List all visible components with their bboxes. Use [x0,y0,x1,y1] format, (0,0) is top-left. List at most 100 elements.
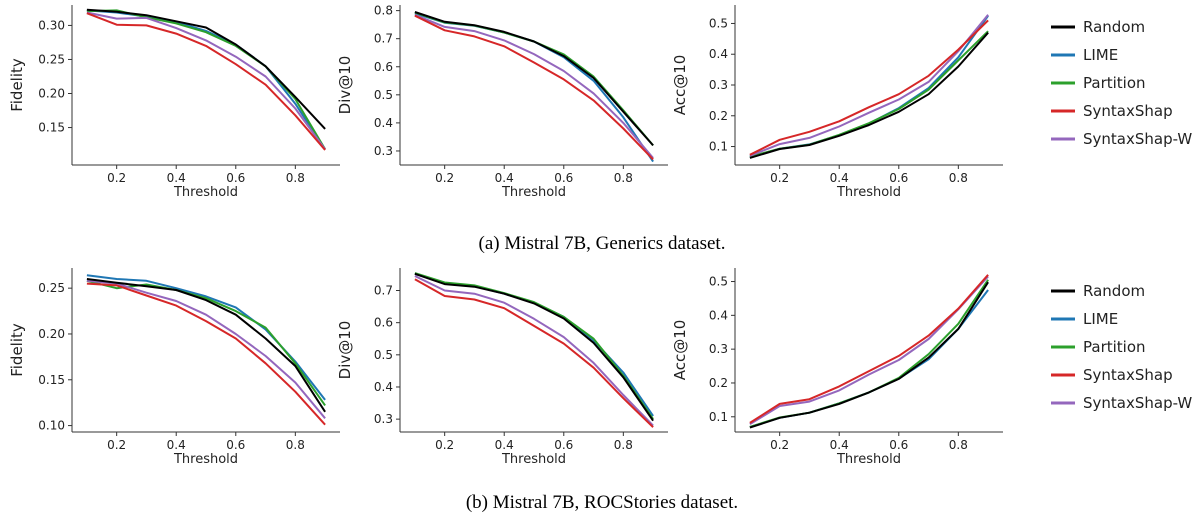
legend-label: LIME [1083,310,1118,328]
legend-label: SyntaxShap-W [1083,394,1192,412]
series-line-random [414,272,654,422]
y-tick-label: 0.1 [709,410,728,424]
series-line-random [414,11,654,147]
y-tick-label: 0.3 [374,144,393,158]
x-tick-label: 0.6 [226,171,245,185]
legend-label: LIME [1083,46,1118,64]
y-tick-label: 0.5 [709,16,728,30]
x-tick-label: 0.4 [830,171,849,185]
chart-r1-c1: 0.2 0.4 0.6 0.8 0.3 0.4 0.5 0.6 0.7 Threshold Div@… [336,268,668,467]
legend-label: Random [1083,18,1145,36]
y-tick-label: 0.20 [38,87,65,101]
x-tick-label: 0.2 [770,171,789,185]
x-tick-label: 0.4 [495,438,514,452]
y-axis-label: Fidelity [8,58,26,112]
y-tick-label: 0.2 [709,376,728,390]
series-line-syntaxshap [749,274,989,424]
series-line-lime [414,272,654,417]
y-tick-label: 0.6 [374,316,393,330]
y-tick-label: 0.25 [38,281,65,295]
y-tick-label: 0.4 [374,116,393,130]
legend-label: SyntaxShap [1083,366,1173,384]
x-tick-label: 0.8 [949,438,968,452]
x-axis-label: Threshold [836,185,901,200]
series-line-partition [414,272,654,420]
x-axis-label: Threshold [501,452,566,467]
y-tick-label: 0.8 [374,4,393,18]
y-tick-label: 0.3 [709,342,728,356]
y-tick-label: 0.10 [38,419,65,433]
y-tick-label: 0.15 [38,121,65,135]
y-tick-label: 0.25 [38,52,65,66]
x-tick-label: 0.6 [226,438,245,452]
caption-a: (a) Mistral 7B, Generics dataset. [478,233,726,254]
legend-label: SyntaxShap [1083,102,1173,120]
y-axis-label: Div@10 [336,56,354,115]
legend-label: Random [1083,282,1145,300]
x-axis-label: Threshold [173,452,238,467]
chart-r0-c1: 0.2 0.4 0.6 0.8 0.3 0.4 0.5 0.6 0.7 0.8 Threshold D… [336,4,668,200]
y-tick-label: 0.15 [38,373,65,387]
y-tick-label: 0.4 [374,380,393,394]
legend-label: SyntaxShap-W [1083,130,1192,148]
series-line-lime [86,274,326,401]
x-tick-label: 0.8 [286,438,305,452]
y-tick-label: 0.1 [709,140,728,154]
series-line-syntaxshap [86,12,326,151]
series-line-random [749,281,989,429]
chart-r1-c0: 0.2 0.4 0.6 0.8 0.10 0.15 0.20 0.25 Threshold Fid… [8,268,340,467]
y-tick-label: 0.5 [374,88,393,102]
x-tick-label: 0.2 [770,438,789,452]
x-tick-label: 0.6 [554,438,573,452]
y-axis-label: Acc@10 [671,55,689,116]
y-axis-label: Div@10 [336,321,354,380]
y-tick-label: 0.3 [709,78,728,92]
x-tick-label: 0.8 [614,171,633,185]
x-tick-label: 0.4 [167,171,186,185]
y-axis-label: Acc@10 [671,320,689,381]
legend-r0: Random LIME Partition SyntaxShap SyntaxShap-… [1051,18,1192,148]
series-line-partition [86,9,326,150]
series-line-syntaxshap [86,282,326,426]
series-line-syntaxshap-w [86,11,326,150]
series-line-syntaxshap [414,278,654,428]
x-tick-label: 0.6 [554,171,573,185]
x-tick-label: 0.2 [435,171,454,185]
series-line-lime [414,12,654,163]
y-tick-label: 0.30 [38,18,65,32]
x-tick-label: 0.2 [107,171,126,185]
y-tick-label: 0.5 [374,348,393,362]
x-tick-label: 0.6 [889,171,908,185]
series-line-lime [749,289,989,428]
x-tick-label: 0.4 [167,438,186,452]
x-axis-label: Threshold [501,185,566,200]
series-line-syntaxshap [414,14,654,161]
series-line-syntaxshap-w [86,279,326,419]
series-line-syntaxshap-w [749,14,989,157]
series-line-random [86,278,326,413]
y-tick-label: 0.5 [709,275,728,289]
x-tick-label: 0.8 [614,438,633,452]
series-line-lime [749,15,989,158]
caption-b: (b) Mistral 7B, ROCStories dataset. [465,492,739,513]
x-axis-label: Threshold [173,185,238,200]
legend-label: Partition [1083,338,1146,356]
chart-r1-c2: 0.2 0.4 0.6 0.8 0.1 0.2 0.3 0.4 0.5 Threshold Acc@… [671,268,1003,467]
y-tick-label: 0.4 [709,308,728,322]
x-tick-label: 0.2 [107,438,126,452]
series-line-random [749,32,989,159]
x-tick-label: 0.4 [495,171,514,185]
chart-r0-c2: 0.2 0.4 0.6 0.8 0.1 0.2 0.3 0.4 0.5 Threshold Acc@… [671,5,1003,200]
legend-r1: Random LIME Partition SyntaxShap SyntaxShap-… [1051,282,1192,412]
x-tick-label: 0.8 [949,171,968,185]
series-line-syntaxshap-w [414,275,654,427]
legend-label: Partition [1083,74,1146,92]
y-tick-label: 0.7 [374,284,393,298]
x-tick-label: 0.6 [889,438,908,452]
x-axis-label: Threshold [836,452,901,467]
x-tick-label: 0.8 [286,171,305,185]
series-line-random [86,8,326,130]
y-tick-label: 0.3 [374,412,393,426]
y-axis-label: Fidelity [8,323,26,377]
series-line-syntaxshap-w [414,13,654,159]
